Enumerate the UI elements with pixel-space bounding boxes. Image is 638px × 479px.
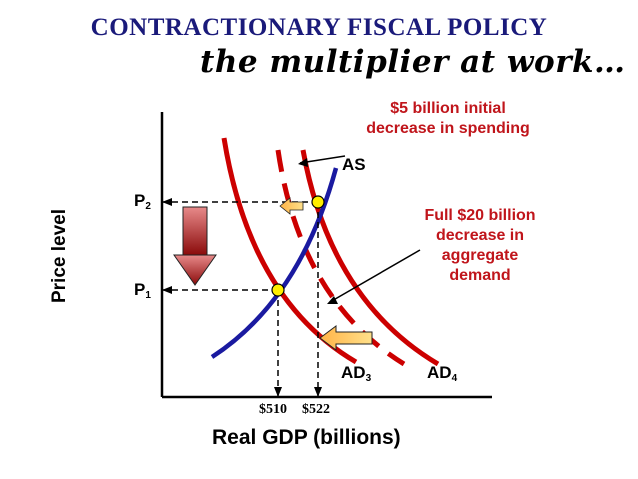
slide-title: CONTRACTIONARY FISCAL POLICY bbox=[90, 14, 548, 41]
gdp-tick-522: $522 bbox=[302, 402, 330, 417]
p1-arrowhead-icon bbox=[162, 286, 172, 294]
x-axis-label: Real GDP (billions) bbox=[212, 426, 401, 449]
ad4-label-base: AD bbox=[427, 363, 452, 382]
q510-arrowhead-icon bbox=[274, 387, 282, 397]
as-curve bbox=[210, 167, 339, 359]
gdp-tick-510: $510 bbox=[259, 402, 287, 417]
full-decrease-arrowhead-icon bbox=[327, 296, 338, 304]
equilibrium-point-2 bbox=[311, 195, 325, 209]
initial-decrease-pointer bbox=[299, 155, 346, 164]
y-axis-label: Price level bbox=[49, 208, 70, 304]
ad4-label: AD4 bbox=[427, 363, 457, 384]
initial-decrease-line2: decrease in spending bbox=[366, 120, 530, 137]
p1-label: P1 bbox=[134, 280, 151, 301]
full-decrease-pointer bbox=[329, 249, 421, 303]
slide-subtitle: the multiplier at work… bbox=[200, 44, 626, 80]
p1-label-base: P bbox=[134, 280, 146, 299]
full-decrease-line2: decrease in bbox=[435, 227, 525, 244]
p2-label-sub: 2 bbox=[145, 201, 151, 212]
initial-decrease-arrowhead-icon bbox=[298, 158, 308, 167]
ad3-label-base: AD bbox=[341, 363, 366, 382]
p2-label-base: P bbox=[134, 191, 146, 210]
initial-decrease-annotation: $5 billion initial decrease in spending bbox=[336, 99, 560, 139]
equilibrium-point-1 bbox=[271, 283, 285, 297]
ad4-label-sub: 4 bbox=[451, 373, 458, 384]
as-label: AS bbox=[342, 155, 366, 174]
p2-label: P2 bbox=[134, 191, 151, 212]
q522-arrowhead-icon bbox=[314, 387, 322, 397]
initial-decrease-line1: $5 billion initial bbox=[390, 100, 506, 117]
left-arrow-icon-small bbox=[279, 197, 304, 215]
p2-arrowhead-icon bbox=[162, 198, 172, 206]
full-decrease-line3: aggregate bbox=[441, 247, 519, 264]
full-decrease-annotation: Full $20 billion decrease in aggregate d… bbox=[392, 206, 568, 286]
ad3-label-sub: 3 bbox=[365, 373, 372, 384]
ad-original-curve bbox=[300, 149, 440, 367]
down-arrow-icon bbox=[173, 206, 217, 286]
full-decrease-line1: Full $20 billion bbox=[424, 207, 536, 224]
ad3-label: AD3 bbox=[341, 363, 371, 384]
full-decrease-line4: demand bbox=[449, 267, 511, 284]
p1-label-sub: 1 bbox=[145, 290, 151, 301]
left-arrow-icon bbox=[319, 325, 373, 351]
ad4-curve-dashed bbox=[275, 149, 406, 367]
